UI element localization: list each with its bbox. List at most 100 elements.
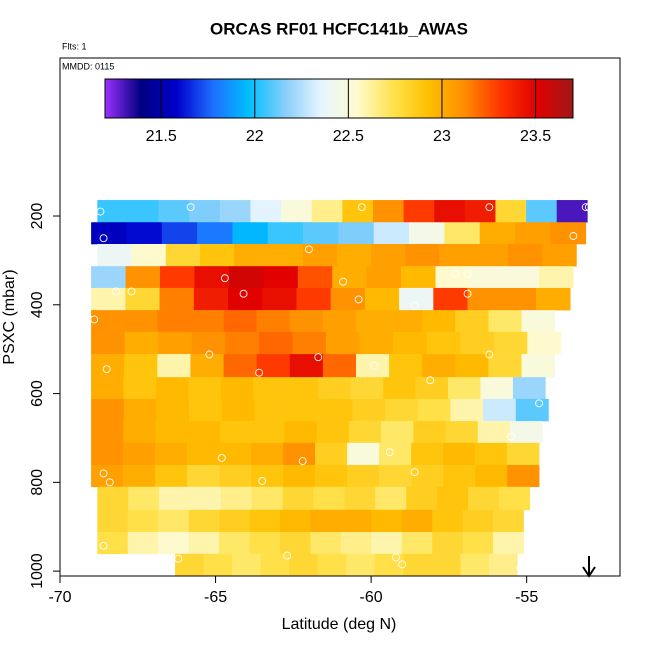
heatmap-cell [379, 442, 412, 466]
heatmap-cell [426, 331, 461, 355]
heatmap-cell [403, 200, 435, 223]
heatmap-cell [364, 287, 400, 311]
heatmap-cell [493, 331, 528, 355]
heatmap-cell [220, 377, 254, 400]
heatmap-cell [508, 243, 543, 267]
heatmap-cell [322, 354, 357, 378]
heatmap-cell [411, 442, 444, 466]
heatmap-cell [385, 398, 419, 422]
y-tick-label: 200 [29, 203, 46, 230]
heatmap-cell [450, 398, 484, 422]
heatmap-cell [289, 354, 324, 378]
heatmap-cell [315, 465, 348, 488]
heatmap-cell [431, 553, 461, 577]
heatmap-cell [526, 200, 558, 223]
heatmap [91, 200, 588, 577]
heatmap-cell [289, 553, 319, 577]
observation-point [532, 495, 540, 504]
heatmap-cell [97, 509, 129, 533]
heatmap-cell [268, 243, 303, 267]
heatmap-cell [123, 398, 157, 422]
observation-point [535, 399, 544, 408]
heatmap-cell [97, 486, 129, 511]
heatmap-cell [318, 377, 351, 400]
heatmap-cell [375, 486, 407, 511]
heatmap-cell [448, 377, 481, 400]
heatmap-cell [285, 377, 319, 400]
heatmap-cell [437, 486, 469, 511]
heatmap-cell [228, 287, 263, 311]
heatmap-cell [187, 421, 221, 444]
heatmap-cell [399, 287, 434, 311]
heatmap-cell [313, 486, 345, 511]
observation-point [451, 269, 460, 278]
heatmap-cell [155, 465, 188, 488]
heatmap-cell [347, 442, 380, 466]
heatmap-cell [200, 243, 235, 267]
heatmap-cell [221, 398, 255, 422]
heatmap-cell [521, 354, 555, 378]
observation-point [485, 203, 494, 212]
observation-point [410, 301, 419, 310]
observation-point [507, 432, 516, 441]
heatmap-cell [158, 331, 193, 355]
heatmap-cell [219, 509, 250, 533]
observation-point [99, 541, 108, 550]
heatmap-cell [91, 266, 126, 289]
observation-point [298, 457, 307, 465]
heatmap-cell [123, 421, 156, 444]
heatmap-cell [401, 509, 433, 533]
heatmap-cell [225, 331, 260, 355]
heatmap-cell [194, 266, 230, 289]
heatmap-cell [422, 354, 456, 378]
x-tick-label: -70 [48, 589, 71, 606]
heatmap-cell [467, 287, 503, 311]
heatmap-cell [443, 465, 476, 488]
heatmap-cell [439, 243, 475, 267]
heatmap-cell [462, 532, 494, 555]
heatmap-cell [542, 243, 577, 267]
heatmap-cell [411, 465, 444, 488]
observation-point [258, 477, 267, 485]
heatmap-cell [191, 331, 226, 355]
heatmap-cell [371, 243, 406, 267]
heatmap-cell [374, 553, 404, 577]
heatmap-cell [422, 310, 456, 333]
heatmap-cell [501, 287, 537, 311]
observation-point [357, 203, 366, 212]
heatmap-cell [317, 553, 347, 577]
heatmap-cell [160, 266, 195, 289]
heatmap-cell [550, 222, 587, 245]
heatmap-cell [251, 442, 284, 466]
heatmap-cell [220, 486, 253, 511]
heatmap-cell [356, 354, 390, 378]
heatmap-cell [283, 442, 316, 466]
heatmap-cell [493, 509, 524, 533]
heatmap-cell [488, 553, 518, 577]
heatmap-cell [460, 553, 490, 577]
heatmap-cell [322, 310, 357, 333]
heatmap-cell [405, 243, 440, 267]
heatmap-cell [190, 310, 224, 333]
heatmap-cell [415, 377, 449, 400]
heatmap-cell [251, 465, 284, 488]
x-axis-label: Latitude (deg N) [282, 616, 397, 633]
heatmap-cell [158, 532, 189, 555]
colorbar-tick-label: 22 [246, 128, 264, 145]
heatmap-cell [455, 354, 489, 378]
heatmap-cell [372, 200, 404, 223]
heatmap-cell [91, 222, 127, 245]
heatmap-cell [97, 532, 129, 555]
heatmap-cell [310, 532, 342, 555]
heatmap-cell [383, 377, 416, 400]
heatmap-cell [498, 486, 531, 511]
observation-point [584, 203, 593, 212]
colorbar-tick-label: 22.5 [333, 128, 364, 145]
observation-point [575, 269, 584, 278]
heatmap-cell [187, 465, 220, 488]
heatmap-cell [131, 243, 167, 267]
heatmap-cell [251, 486, 283, 511]
heatmap-cell [91, 442, 124, 466]
heatmap-cell [512, 377, 546, 400]
